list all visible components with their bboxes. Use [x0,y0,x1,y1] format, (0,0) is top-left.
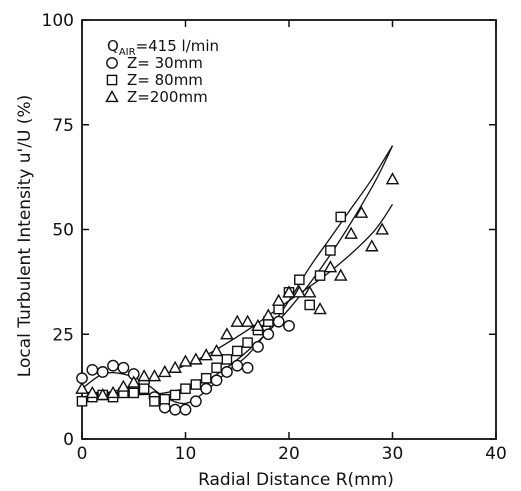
point-triangle [365,239,379,252]
point-circle [200,382,213,395]
point-triangle [313,302,327,315]
point-square [138,383,150,395]
point-triangle [385,172,400,185]
point-triangle [147,369,162,382]
point-circle [96,366,109,378]
point-triangle [106,385,120,399]
point-square [128,387,140,399]
x-tick-label: 40 [485,444,507,464]
axes [81,19,497,440]
point-circle [272,315,285,328]
legend-label: Z= 80mm [127,71,203,89]
point-square [221,354,233,365]
point-circle [262,328,275,341]
point-square [335,211,347,223]
point-triangle [333,268,348,281]
point-square [200,372,212,384]
point-circle [241,361,254,374]
point-circle [189,395,202,408]
point-circle [86,363,99,376]
point-triangle [95,387,110,401]
y-tick-label: 25 [52,325,74,345]
point-triangle [261,308,276,321]
x-tick-label: 10 [175,444,197,464]
legend-label: Z=200mm [127,88,208,106]
point-square [242,337,253,348]
point-square [169,389,181,401]
tick-labels: 0 10 20 30 40 0 25 50 75 100 [42,11,507,464]
point-circle [169,403,182,416]
point-triangle [189,352,203,365]
legend-marker-circle [106,57,118,69]
point-square [325,245,336,256]
point-triangle [116,379,131,392]
point-triangle [354,205,369,218]
y-tick-label: 50 [52,221,74,241]
y-axis-title: Local Turbulent Intensity u'/U (%) [15,95,35,377]
legend-label: Z= 30mm [127,54,203,72]
point-square [314,270,326,281]
point-triangle [282,285,296,298]
point-triangle [199,348,213,361]
y-tick-label: 0 [63,430,74,450]
point-circle [220,366,233,378]
point-triangle [85,385,100,399]
point-circle [231,359,244,372]
point-triangle [178,354,193,367]
point-triangle [375,222,389,235]
point-triangle [126,375,141,388]
point-square [76,395,88,407]
point-triangle [230,314,245,327]
legend-marker-square [106,74,118,86]
point-triangle [220,327,234,340]
point-square [159,393,171,405]
point-circle [252,340,264,353]
point-triangle [168,360,182,373]
y-tick-label: 75 [52,116,74,136]
point-triangle [323,260,338,273]
point-triangle [137,369,151,382]
y-tick-label: 100 [42,11,74,31]
point-square [149,395,160,407]
point-square [304,299,316,311]
x-tick-label: 30 [382,444,404,464]
point-triangle [75,381,89,394]
point-square [294,274,305,286]
point-circle [283,319,295,332]
point-circle [179,403,192,416]
point-triangle [209,343,224,357]
point-circle [117,361,130,374]
data-points [75,172,400,416]
point-triangle [251,318,265,332]
point-circle [210,374,223,387]
legend-marker-triangle [105,89,119,103]
point-square [211,362,222,374]
x-tick-label: 20 [278,444,300,464]
point-triangle [158,364,172,378]
point-triangle [344,226,358,239]
point-triangle [292,285,307,298]
point-triangle [302,285,317,298]
point-square [190,379,202,390]
point-square [231,345,243,357]
legend-title: QAIR=415 l/min [107,37,219,58]
x-tick-label: 0 [77,444,88,464]
fit-curve-square [81,145,394,398]
point-circle [107,359,119,372]
point-triangle [240,314,255,327]
x-axis-title: Radial Distance R(mm) [198,470,394,490]
point-square [180,383,191,395]
point-triangle [271,293,286,306]
